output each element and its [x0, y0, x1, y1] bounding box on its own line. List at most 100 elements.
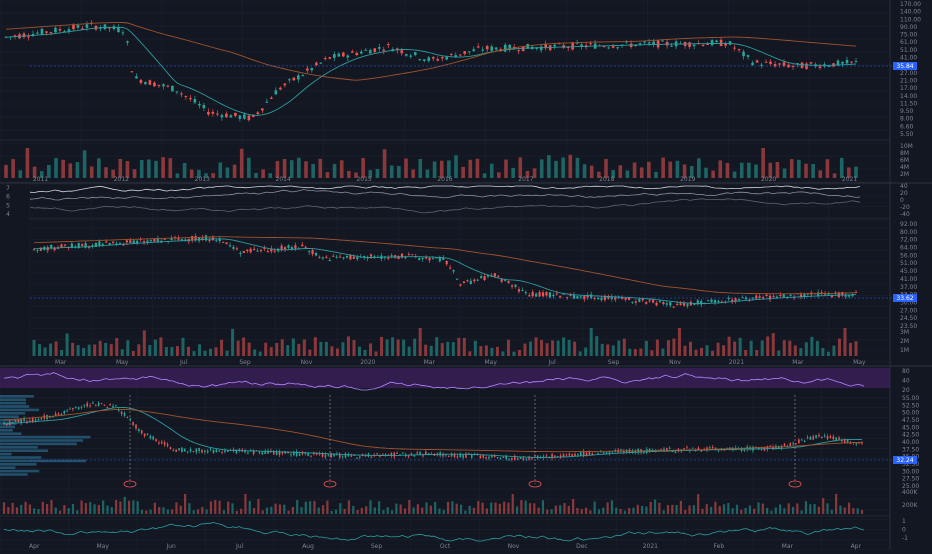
volume-bar	[539, 159, 544, 178]
candle-body	[373, 256, 376, 258]
volume-bar	[175, 173, 180, 178]
candle-body	[449, 53, 453, 55]
candle-body	[812, 436, 815, 440]
candle-body	[773, 63, 777, 67]
candle-body	[463, 51, 467, 54]
candle-body	[805, 63, 808, 69]
last-price-badge[interactable]	[893, 294, 917, 302]
volume-bar	[68, 163, 73, 178]
candle-body	[627, 297, 631, 300]
candle-body	[755, 446, 757, 448]
volume-bar	[297, 343, 301, 356]
volume-bar	[82, 347, 86, 356]
candle-body	[674, 451, 677, 453]
volume-bar	[80, 500, 83, 514]
candle-body	[798, 439, 800, 444]
candle-body	[482, 455, 485, 458]
volume-bar	[198, 344, 202, 356]
volume-bar	[649, 501, 652, 514]
event-marker[interactable]	[323, 480, 337, 488]
volume-bar	[139, 159, 144, 178]
last-price-badge[interactable]	[893, 456, 917, 464]
volume-bar	[396, 339, 400, 356]
event-marker[interactable]	[788, 480, 802, 488]
candle-body	[575, 42, 579, 44]
candle-body	[843, 440, 846, 443]
candle-body	[324, 58, 327, 60]
volume-bar	[800, 510, 803, 514]
volume-bar	[222, 510, 225, 514]
candle-body	[339, 256, 342, 258]
candle-body	[177, 237, 180, 240]
candle-body	[456, 456, 459, 458]
candle-body	[453, 454, 456, 458]
event-marker[interactable]	[123, 480, 137, 488]
candle-body	[835, 437, 837, 441]
last-price-badge[interactable]	[893, 62, 917, 70]
volume-bar	[324, 341, 328, 356]
candle-body	[270, 248, 273, 252]
volume-bar	[341, 342, 345, 356]
event-marker[interactable]	[528, 480, 542, 488]
candle-body	[136, 240, 139, 243]
moving-average-line	[33, 236, 857, 295]
volume-bar	[701, 508, 704, 514]
candle-body	[488, 456, 490, 459]
candle-body	[363, 255, 366, 258]
candle-body	[841, 61, 844, 64]
hourly-price-panel[interactable]: 80 40 2055.0052.5050.0047.5045.0042.5040.0…	[0, 366, 919, 551]
candle-body	[470, 454, 473, 458]
time-tick-label: Sep	[608, 359, 620, 366]
candle-body	[234, 112, 237, 116]
candle-body	[373, 48, 377, 52]
volume-bar	[739, 162, 744, 178]
volume-bar	[289, 160, 294, 178]
candle-body	[469, 280, 472, 285]
candle-body	[780, 446, 783, 449]
candle-body	[404, 257, 407, 259]
candle-body	[166, 444, 169, 447]
time-tick-label: Apr	[29, 543, 40, 550]
time-tick-label: Sep	[371, 543, 383, 550]
volume-bar	[584, 347, 588, 356]
candle-body	[32, 249, 36, 251]
volume-bar	[54, 158, 58, 178]
volume-bar	[49, 343, 53, 356]
volume-bar	[98, 340, 102, 356]
volume-bar	[205, 509, 208, 514]
candle-body	[227, 450, 229, 452]
candle-body	[748, 300, 751, 302]
axis-tick-label: 2M	[900, 338, 909, 345]
candle-body	[458, 54, 462, 56]
candle-body	[531, 291, 534, 297]
volume-profile-bar	[0, 398, 26, 401]
volume-bar	[192, 351, 196, 356]
weekly-price-panel[interactable]: 170.00140.00110.0090.0075.0061.0051.0041…	[0, 0, 921, 183]
candle-body	[253, 248, 256, 250]
volume-bar	[265, 507, 269, 514]
candle-body	[218, 450, 221, 452]
candle-body	[63, 31, 66, 33]
candle-body	[450, 453, 453, 457]
volume-bar	[694, 349, 698, 356]
candle-body	[121, 32, 125, 34]
candle-body	[562, 45, 565, 48]
volume-bar	[63, 505, 66, 514]
volume-bar	[684, 509, 687, 514]
volume-bar	[718, 506, 721, 514]
candle-body	[40, 28, 44, 35]
time-tick-label: 2018	[599, 176, 614, 183]
candle-body	[425, 451, 427, 455]
candle-body	[528, 456, 530, 460]
volume-bar	[15, 507, 19, 514]
candle-body	[54, 413, 57, 416]
candle-body	[386, 44, 390, 46]
volume-bar	[252, 508, 256, 514]
candle-body	[49, 32, 53, 34]
volume-bar	[611, 345, 615, 356]
candle-body	[347, 454, 350, 457]
time-tick-label: Oct	[440, 543, 451, 550]
